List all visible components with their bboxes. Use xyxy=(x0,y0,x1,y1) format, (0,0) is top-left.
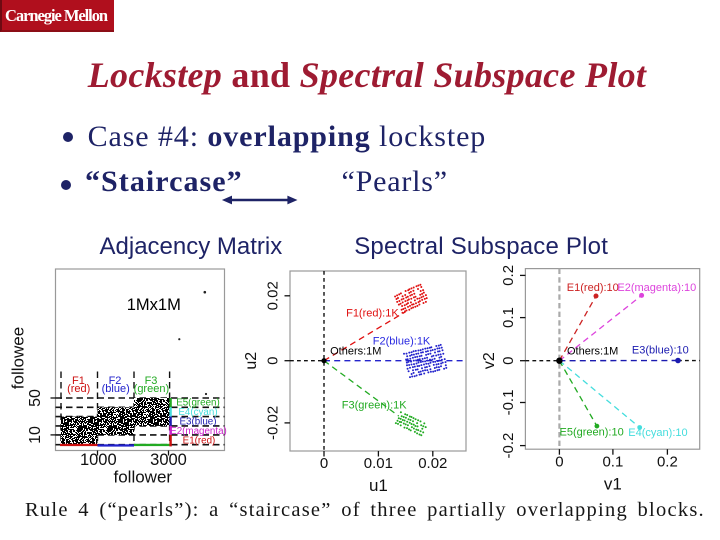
svg-text:u1: u1 xyxy=(369,476,388,495)
svg-text:0.2: 0.2 xyxy=(657,454,678,471)
svg-text:E1(red):10: E1(red):10 xyxy=(567,282,619,294)
svg-text:F3: F3 xyxy=(145,375,158,387)
svg-text:3000: 3000 xyxy=(150,451,187,469)
svg-text:E2(magenta):10: E2(magenta):10 xyxy=(617,282,696,294)
svg-text:F1(red):1K: F1(red):1K xyxy=(346,308,399,320)
svg-text:v2: v2 xyxy=(481,352,498,369)
svg-text:Others:1M: Others:1M xyxy=(567,346,618,358)
svg-text:0: 0 xyxy=(500,357,517,365)
svg-text:1Mx1M: 1Mx1M xyxy=(127,296,181,314)
svg-text:(red): (red) xyxy=(67,383,90,395)
svg-text:0: 0 xyxy=(320,455,328,472)
svg-text:0.1: 0.1 xyxy=(500,307,517,328)
svg-text:0.2: 0.2 xyxy=(500,265,517,286)
svg-text:F2: F2 xyxy=(109,375,122,387)
svg-text:0.02: 0.02 xyxy=(265,281,282,310)
svg-text:E3(blue): E3(blue) xyxy=(179,417,216,428)
svg-text:-0.2: -0.2 xyxy=(500,433,517,459)
svg-text:E4(cyan): E4(cyan) xyxy=(178,407,217,418)
svg-text:-0.1: -0.1 xyxy=(500,390,517,416)
svg-text:10: 10 xyxy=(27,426,44,444)
svg-text:(green): (green) xyxy=(134,383,169,395)
svg-text:E3(blue):10: E3(blue):10 xyxy=(632,345,689,357)
svg-text:E2(magenta): E2(magenta) xyxy=(170,426,227,437)
svg-text:0: 0 xyxy=(555,454,563,471)
svg-text:v1: v1 xyxy=(604,475,622,494)
svg-text:1000: 1000 xyxy=(80,451,117,469)
svg-text:Others:1M: Others:1M xyxy=(330,345,381,357)
svg-text:follower: follower xyxy=(114,468,173,487)
svg-text:E4(cyan):10: E4(cyan):10 xyxy=(628,427,687,439)
svg-text:E5(green):10: E5(green):10 xyxy=(560,426,624,438)
svg-text:F1: F1 xyxy=(72,375,85,387)
svg-text:F2(blue):1K: F2(blue):1K xyxy=(373,336,431,348)
svg-text:u2: u2 xyxy=(243,352,260,370)
svg-text:-0.02: -0.02 xyxy=(265,406,282,440)
svg-text:50: 50 xyxy=(27,389,44,407)
svg-text:0.1: 0.1 xyxy=(602,454,623,471)
svg-text:E1(red): E1(red) xyxy=(183,435,216,446)
svg-text:0: 0 xyxy=(265,357,282,365)
svg-text:E5(green): E5(green) xyxy=(176,397,220,408)
svg-text:followee: followee xyxy=(9,327,28,389)
svg-text:0.02: 0.02 xyxy=(418,455,447,472)
svg-text:0.01: 0.01 xyxy=(364,455,393,472)
svg-text:F3(green):1K: F3(green):1K xyxy=(342,400,407,412)
svg-text:(blue): (blue) xyxy=(102,383,130,395)
